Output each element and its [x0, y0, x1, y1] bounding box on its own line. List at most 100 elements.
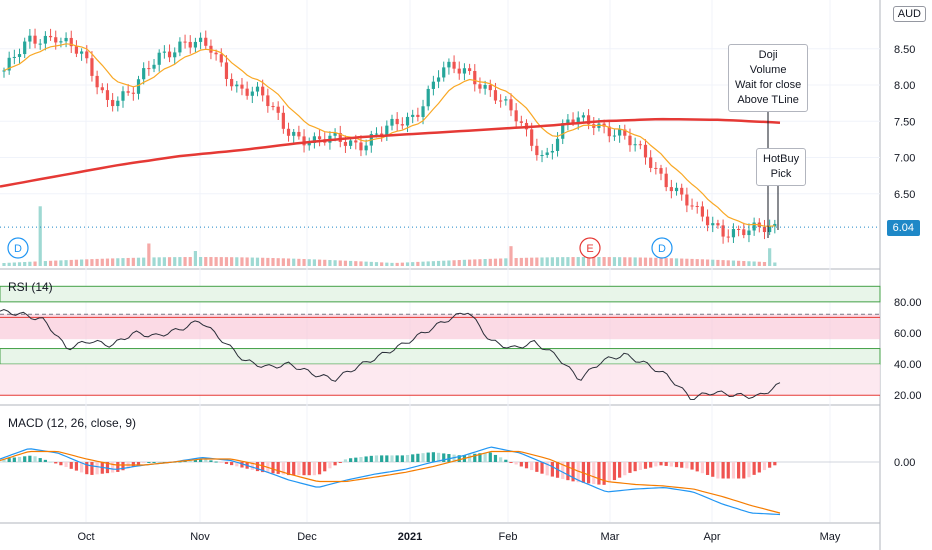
macd-histogram-bar [317, 462, 322, 475]
volume-bar [747, 261, 751, 266]
volume-bars [2, 206, 777, 266]
macd-histogram-bar [281, 462, 285, 475]
macd-histogram-bar [95, 462, 99, 475]
volume-bar [17, 262, 22, 266]
macd-histogram-bar [323, 462, 327, 472]
macd-histogram-bar [411, 454, 415, 462]
macd-histogram-bar [752, 462, 756, 475]
time-tick-label: Apr [703, 531, 720, 543]
macd-histogram-bar [586, 462, 591, 484]
volume-bar [48, 260, 53, 266]
event-marker-letter: D [658, 243, 666, 255]
volume-bar [302, 259, 306, 266]
macd-histogram-bar [230, 462, 234, 466]
candle-body [302, 136, 306, 146]
candle-body [162, 51, 166, 53]
candle-body [628, 135, 632, 146]
macd-histogram-bar [649, 462, 653, 468]
time-tick-label: Dec [297, 531, 317, 543]
macd-histogram-bar [297, 462, 301, 476]
candle-body [338, 132, 342, 142]
volume-bar [224, 257, 229, 266]
candle-body [390, 118, 394, 126]
volume-bar [426, 261, 430, 266]
volume-bar [147, 243, 151, 266]
volume-bar [721, 260, 725, 266]
volume-bar [726, 260, 730, 266]
candle-body [147, 68, 151, 70]
candle-body [28, 35, 32, 42]
volume-bar [457, 260, 461, 266]
macd-histogram-bar [74, 462, 79, 471]
candle-body [400, 124, 404, 126]
rsi-pane-title[interactable]: RSI (14) [8, 280, 53, 294]
macd-histogram-bar [302, 462, 306, 476]
candle-body [659, 168, 663, 174]
volume-bar [364, 261, 368, 266]
macd-histogram-bar [17, 456, 22, 462]
candle-body [737, 228, 741, 230]
event-marker-letter: E [586, 243, 593, 255]
price-tick-label: 6.50 [894, 189, 915, 201]
volume-bar [493, 258, 498, 266]
candle-body [374, 133, 379, 135]
macd-histogram-bar [488, 452, 492, 462]
candle-body [121, 91, 125, 101]
macd-histogram-bar [731, 462, 736, 479]
macd-histogram-bar [38, 458, 42, 462]
volume-bar [716, 259, 720, 266]
volume-bar [447, 260, 451, 266]
candle-body [768, 226, 772, 233]
candle-body [286, 128, 291, 136]
rsi-top-band [0, 285, 881, 303]
candle-body [54, 37, 58, 43]
candle-body [80, 51, 84, 54]
candle-body [359, 142, 363, 151]
macd-histogram-bar [509, 462, 513, 463]
macd-histogram-bar [188, 460, 192, 462]
volume-bar [752, 261, 756, 266]
note-line: HotBuy [763, 153, 800, 165]
macd-histogram-bar [152, 462, 156, 463]
volume-bar [2, 263, 6, 266]
volume-bar [307, 259, 311, 266]
note-hotbuy[interactable]: HotBuy Pick [756, 148, 807, 186]
macd-histogram-bar [457, 455, 461, 462]
candle-body [292, 131, 296, 136]
candle-body [307, 142, 311, 146]
macd-histogram-bar [209, 460, 213, 462]
candle-body [38, 43, 42, 45]
macd-histogram-bar [131, 462, 135, 467]
candle-body [550, 150, 554, 153]
macd-histogram-bar [442, 453, 446, 462]
macd-pane-title[interactable]: MACD (12, 26, close, 9) [8, 416, 137, 430]
macd-histogram-bar [504, 459, 508, 462]
macd-histogram-bar [700, 462, 704, 474]
candle-body [426, 88, 430, 107]
macd-histogram-bar [535, 462, 539, 472]
macd-histogram-bar [721, 462, 725, 479]
candle-body [447, 61, 451, 68]
volume-bar [674, 258, 679, 266]
macd-histogram-bar [359, 457, 363, 462]
volume-bar [685, 258, 689, 266]
volume-bar [540, 257, 544, 266]
volume-bar [695, 259, 699, 266]
volume-bar [462, 259, 467, 266]
candle-body [214, 52, 218, 55]
macd-histogram-bar [369, 455, 373, 462]
note-doji-volume[interactable]: Doji Volume Wait for close Above TLine [728, 44, 809, 112]
currency-badge[interactable]: AUD [892, 6, 926, 22]
candle-body [421, 106, 425, 117]
macd-histogram-bar [716, 462, 720, 479]
volume-bar [281, 258, 285, 266]
candle-body [623, 129, 627, 136]
candle-body [317, 136, 322, 140]
volume-bar [586, 257, 591, 266]
axes: 8.50 8.00 7.50 7.00 6.50 80.00 60.00 40.00 20.00… [77, 44, 921, 543]
macd-histogram-bar [271, 462, 275, 474]
macd-histogram-bar [224, 462, 229, 464]
volume-bar [643, 257, 648, 266]
